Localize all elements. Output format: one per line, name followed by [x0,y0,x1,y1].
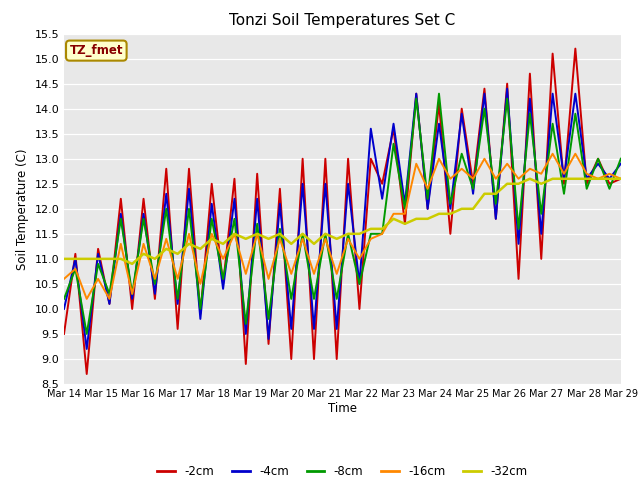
Legend: -2cm, -4cm, -8cm, -16cm, -32cm: -2cm, -4cm, -8cm, -16cm, -32cm [152,461,532,480]
Y-axis label: Soil Temperature (C): Soil Temperature (C) [16,148,29,270]
Text: TZ_fmet: TZ_fmet [70,44,123,57]
Title: Tonzi Soil Temperatures Set C: Tonzi Soil Temperatures Set C [229,13,456,28]
X-axis label: Time: Time [328,402,357,415]
